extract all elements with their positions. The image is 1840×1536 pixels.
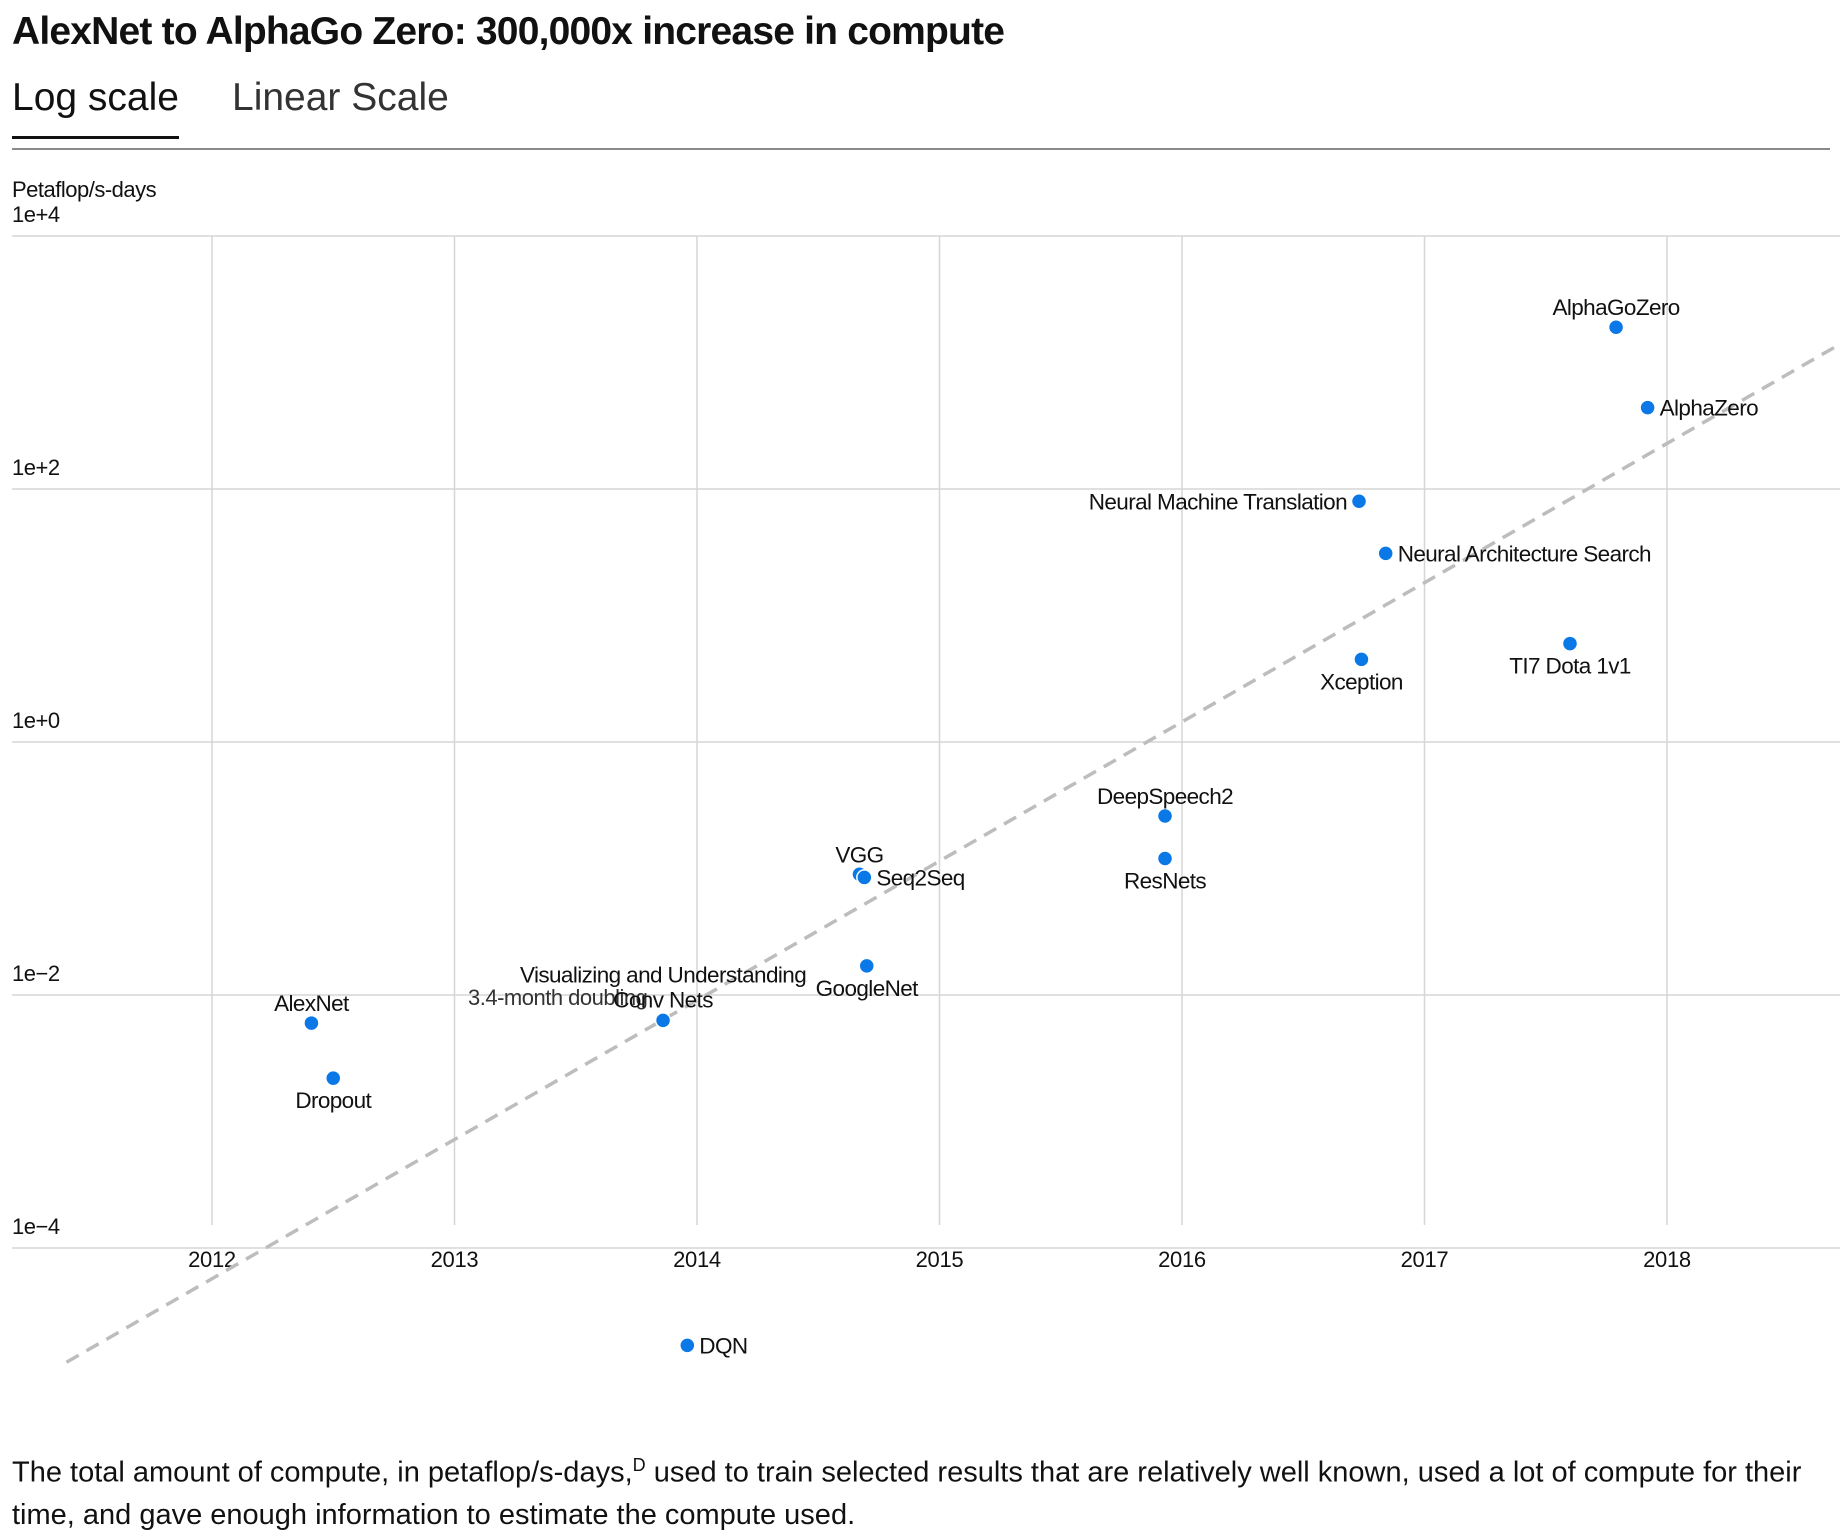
data-point [654, 1012, 672, 1029]
x-tick-label: 2017 [1401, 1247, 1449, 1272]
data-point [1156, 850, 1174, 867]
point-label: Visualizing and Understanding Conv Nets [520, 962, 806, 1012]
point-label: VGG [835, 842, 883, 867]
point-label: Xception [1320, 669, 1403, 694]
data-point [1639, 399, 1656, 416]
caption-text-before: The total amount of compute, in petaflop… [12, 1456, 633, 1489]
tab-log-scale[interactable]: Log scale [12, 76, 179, 139]
footnote-marker[interactable]: D [632, 1455, 646, 1475]
data-point [1377, 545, 1394, 562]
data-point [1353, 651, 1370, 668]
data-point [858, 957, 875, 975]
tab-linear-scale[interactable]: Linear Scale [232, 76, 449, 119]
point-label: GoogleNet [816, 976, 920, 1001]
trend-line [65, 344, 1838, 1364]
data-point [325, 1069, 342, 1087]
data-point [1156, 807, 1174, 825]
point-label: TI7 Dota 1v1 [1509, 654, 1631, 679]
x-tick-label: 2018 [1643, 1247, 1691, 1272]
point-label: AlphaZero [1660, 396, 1758, 421]
y-tick-label: 1e+4 [12, 202, 60, 227]
x-tick-label: 2015 [916, 1247, 964, 1272]
data-point [856, 869, 873, 886]
point-label: Neural Architecture Search [1398, 541, 1651, 566]
point-label: DeepSpeech2 [1097, 784, 1233, 809]
point-label: AlphaGoZero [1552, 295, 1679, 320]
y-tick-label: 1e+0 [12, 708, 60, 733]
x-tick-label: 2013 [431, 1247, 479, 1272]
point-label: Seq2Seq [876, 865, 964, 890]
data-point [1607, 318, 1625, 336]
point-label: AlexNet [274, 991, 350, 1016]
x-tick-label: 2016 [1158, 1247, 1206, 1272]
x-tick-label: 2014 [673, 1247, 721, 1272]
y-tick-label: 1e+2 [12, 455, 60, 480]
data-point [303, 1014, 320, 1032]
chart-title: AlexNet to AlphaGo Zero: 300,000x increa… [12, 10, 1005, 53]
caption-text-after: used to train selected results that are … [12, 1456, 1802, 1531]
data-point [679, 1337, 696, 1354]
point-label: Dropout [295, 1088, 372, 1113]
scale-tabs: Log scale Linear Scale [12, 72, 1830, 150]
data-point [1350, 493, 1368, 510]
data-point [1561, 635, 1579, 652]
point-label: Neural Machine Translation [1089, 489, 1347, 514]
point-label: ResNets [1124, 868, 1206, 893]
y-tick-label: 1e−4 [12, 1214, 60, 1239]
chart-caption: The total amount of compute, in petaflop… [12, 1444, 1812, 1536]
y-axis-title: Petaflop/s-days [12, 177, 157, 202]
point-label: DQN [699, 1333, 747, 1358]
y-tick-label: 1e−2 [12, 961, 60, 986]
trend-label: 3.4-month doubling [468, 985, 647, 1010]
